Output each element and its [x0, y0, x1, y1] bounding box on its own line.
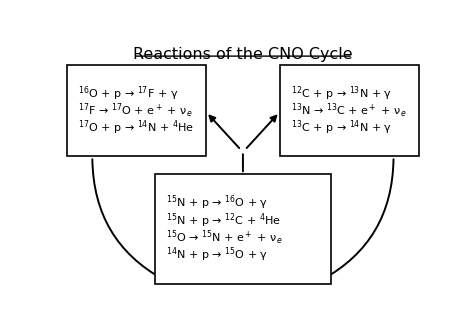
FancyBboxPatch shape [155, 174, 331, 283]
Text: $^{13}$C + p → $^{14}$N + γ: $^{13}$C + p → $^{14}$N + γ [291, 119, 392, 137]
Text: $^{17}$O + p → $^{14}$N + $^4$He: $^{17}$O + p → $^{14}$N + $^4$He [78, 119, 193, 137]
FancyBboxPatch shape [66, 65, 206, 156]
Text: Reactions of the CNO Cycle: Reactions of the CNO Cycle [133, 47, 353, 62]
Text: $^{13}$N → $^{13}$C + e$^+$ + ν$_e$: $^{13}$N → $^{13}$C + e$^+$ + ν$_e$ [291, 102, 406, 120]
Text: $^{16}$O + p → $^{17}$F + γ: $^{16}$O + p → $^{17}$F + γ [78, 84, 178, 103]
Text: $^{17}$F → $^{17}$O + e$^+$ + ν$_e$: $^{17}$F → $^{17}$O + e$^+$ + ν$_e$ [78, 102, 192, 120]
Text: $^{15}$N + p → $^{16}$O + γ: $^{15}$N + p → $^{16}$O + γ [166, 194, 268, 212]
Text: $^{14}$N + p → $^{15}$O + γ: $^{14}$N + p → $^{15}$O + γ [166, 246, 268, 264]
FancyBboxPatch shape [280, 65, 419, 156]
Text: $^{15}$O → $^{15}$N + e$^+$ + ν$_e$: $^{15}$O → $^{15}$N + e$^+$ + ν$_e$ [166, 228, 282, 247]
Text: $^{15}$N + p → $^{12}$C + $^4$He: $^{15}$N + p → $^{12}$C + $^4$He [166, 211, 281, 230]
Text: $^{12}$C + p → $^{13}$N + γ: $^{12}$C + p → $^{13}$N + γ [291, 84, 392, 103]
